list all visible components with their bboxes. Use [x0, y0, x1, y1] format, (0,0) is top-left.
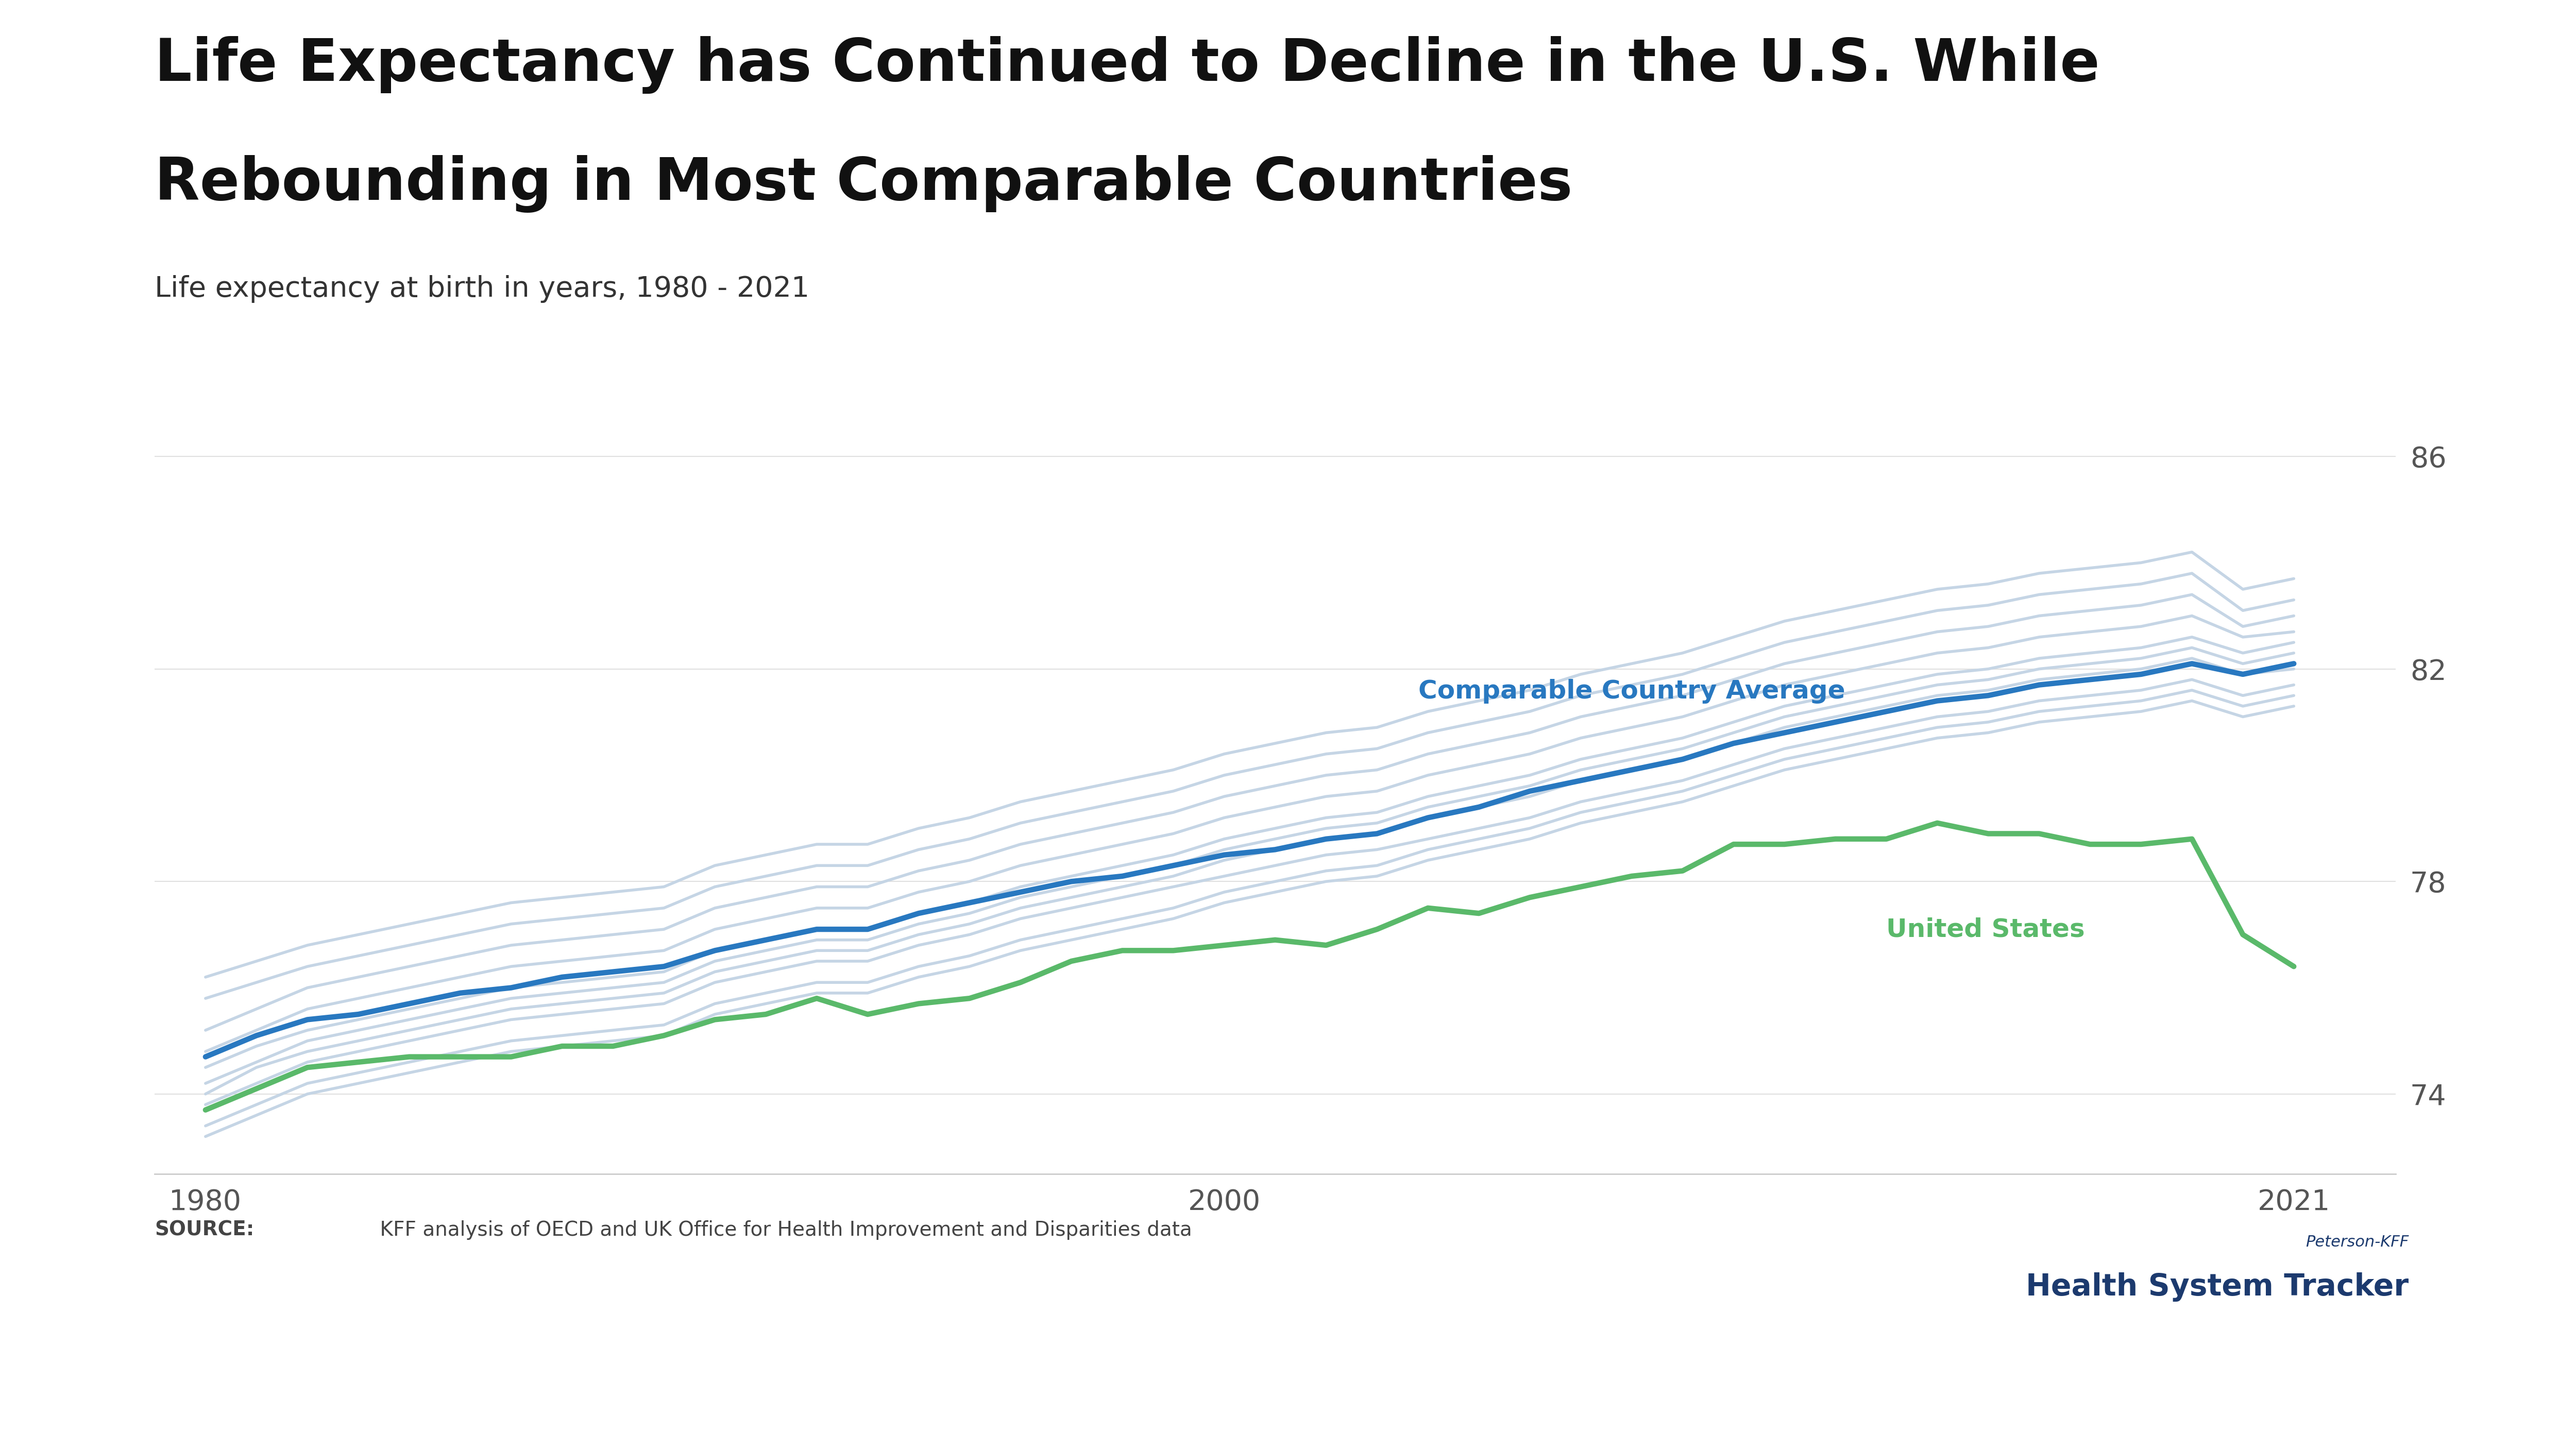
Text: Life Expectancy has Continued to Decline in the U.S. While: Life Expectancy has Continued to Decline…	[155, 36, 2099, 94]
Text: KFF analysis of OECD and UK Office for Health Improvement and Disparities data: KFF analysis of OECD and UK Office for H…	[374, 1220, 1193, 1240]
Text: United States: United States	[1886, 917, 2084, 942]
Text: Comparable Country Average: Comparable Country Average	[1419, 678, 1844, 704]
Text: Rebounding in Most Comparable Countries: Rebounding in Most Comparable Countries	[155, 155, 1571, 213]
Text: Health System Tracker: Health System Tracker	[2025, 1272, 2409, 1301]
Text: Peterson-KFF: Peterson-KFF	[2306, 1235, 2409, 1249]
Text: SOURCE:: SOURCE:	[155, 1220, 255, 1240]
Text: Life expectancy at birth in years, 1980 - 2021: Life expectancy at birth in years, 1980 …	[155, 275, 809, 303]
